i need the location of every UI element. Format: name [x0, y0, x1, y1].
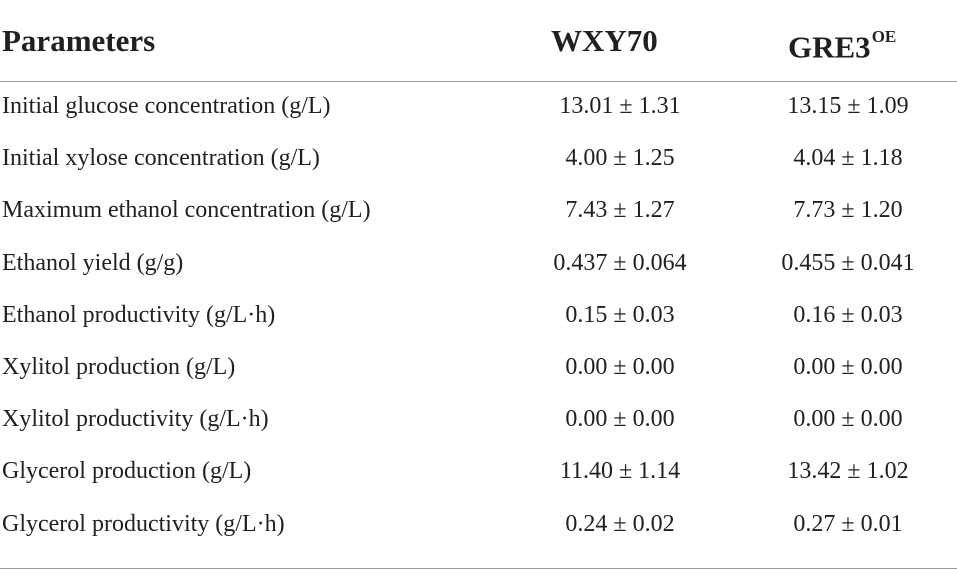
row-gre3-value: 7.73 ± 1.20: [793, 197, 903, 224]
row-wxy70-value: 7.43 ± 1.27: [565, 197, 675, 224]
header-gre3-base: GRE3: [788, 29, 871, 65]
row-parameter: Glycerol production (g/L): [2, 458, 252, 485]
row-gre3-value: 0.00 ± 0.00: [793, 406, 903, 433]
row-wxy70-value: 0.00 ± 0.00: [565, 406, 675, 433]
row-parameter: Initial glucose concentration (g/L): [2, 93, 331, 119]
table-body: Initial glucose concentration (g/L) 13.0…: [0, 82, 957, 552]
table-row: Initial xylose concentration (g/L) 4.00 …: [0, 134, 957, 186]
row-gre3-value: 13.15 ± 1.09: [787, 93, 909, 119]
table-row: Glycerol production (g/L) 11.40 ± 1.14 1…: [0, 447, 957, 499]
row-gre3-value: 0.16 ± 0.03: [793, 301, 903, 328]
row-wxy70-value: 13.01 ± 1.31: [559, 93, 681, 119]
row-parameter: Xylitol production (g/L): [2, 353, 236, 380]
row-parameter: Xylitol productivity (g/L·h): [2, 406, 269, 433]
table-row: Xylitol production (g/L) 0.00 ± 0.00 0.0…: [0, 343, 957, 395]
row-parameter: Ethanol yield (g/g): [2, 249, 184, 276]
table-row: Ethanol productivity (g/L·h) 0.15 ± 0.03…: [0, 291, 957, 343]
row-wxy70-value: 11.40 ± 1.14: [559, 458, 681, 485]
row-gre3-value: 4.04 ± 1.18: [793, 145, 903, 172]
table-row: Xylitol productivity (g/L·h) 0.00 ± 0.00…: [0, 395, 957, 447]
table-header: Parameters WXY70 GRE3OE: [0, 0, 957, 82]
header-gre3oe: GRE3OE: [788, 22, 896, 66]
table-row: Ethanol yield (g/g) 0.437 ± 0.064 0.455 …: [0, 239, 957, 291]
header-parameters: Parameters: [2, 23, 156, 58]
table-row: Maximum ethanol concentration (g/L) 7.43…: [0, 186, 957, 238]
row-parameter: Ethanol productivity (g/L·h): [2, 301, 276, 328]
row-parameter: Maximum ethanol concentration (g/L): [2, 197, 371, 224]
row-wxy70-value: 4.00 ± 1.25: [565, 145, 675, 172]
row-gre3-value: 0.00 ± 0.00: [793, 353, 903, 380]
row-wxy70-value: 0.24 ± 0.02: [565, 510, 675, 537]
row-wxy70-value: 0.437 ± 0.064: [553, 249, 687, 276]
row-gre3-value: 0.455 ± 0.041: [781, 249, 915, 276]
row-parameter: Glycerol productivity (g/L·h): [2, 510, 285, 537]
header-gre3-superscript: OE: [871, 27, 897, 46]
row-wxy70-value: 0.15 ± 0.03: [565, 301, 675, 328]
table-row: Glycerol productivity (g/L·h) 0.24 ± 0.0…: [0, 500, 957, 552]
row-wxy70-value: 0.00 ± 0.00: [565, 353, 675, 380]
bottom-rule: [0, 568, 957, 569]
table-row: Initial glucose concentration (g/L) 13.0…: [0, 82, 957, 134]
header-wxy70: WXY70: [551, 23, 658, 58]
row-gre3-value: 0.27 ± 0.01: [793, 510, 903, 537]
row-gre3-value: 13.42 ± 1.02: [787, 458, 909, 485]
row-parameter: Initial xylose concentration (g/L): [2, 145, 320, 172]
